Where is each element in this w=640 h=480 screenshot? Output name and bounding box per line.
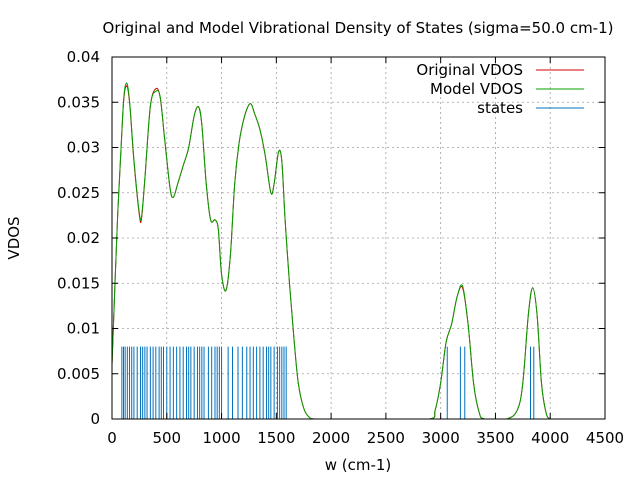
y-tick-label: 0 xyxy=(90,410,100,428)
x-tick-label: 4500 xyxy=(586,429,624,447)
x-tick-label: 0 xyxy=(107,429,117,447)
legend-label-original-vdos: Original VDOS xyxy=(416,61,523,79)
y-tick-label: 0.015 xyxy=(57,274,100,292)
y-tick-label: 0.035 xyxy=(57,93,100,111)
original-vdos-line xyxy=(111,85,605,420)
model-vdos-line xyxy=(111,82,605,420)
x-tick-label: 500 xyxy=(152,429,181,447)
x-tick-label: 4000 xyxy=(531,429,569,447)
y-tick-label: 0.025 xyxy=(57,184,100,202)
x-tick-label: 2500 xyxy=(367,429,405,447)
x-tick-label: 3500 xyxy=(476,429,514,447)
axis-ticks: 0 500 1000 1500 2000 2500 3000 3500 4000 4500 0 0.0… xyxy=(57,48,624,447)
chart-title: Original and Model Vibrational Density o… xyxy=(103,19,614,37)
legend-label-states: states xyxy=(477,99,523,117)
y-tick-label: 0.03 xyxy=(67,139,100,157)
x-tick-label: 3000 xyxy=(422,429,460,447)
x-tick-label: 1500 xyxy=(257,429,295,447)
states-impulses xyxy=(121,346,535,419)
series-layer xyxy=(111,82,605,420)
x-axis-label: w (cm-1) xyxy=(325,456,392,474)
y-axis-label: VDOS xyxy=(5,216,23,259)
legend-label-model-vdos: Model VDOS xyxy=(430,80,523,98)
y-tick-label: 0.02 xyxy=(67,229,100,247)
x-tick-label: 2000 xyxy=(312,429,350,447)
y-tick-label: 0.005 xyxy=(57,365,100,383)
grid-lines xyxy=(112,57,605,419)
x-tick-label: 1000 xyxy=(202,429,240,447)
y-tick-label: 0.04 xyxy=(67,48,100,66)
y-tick-label: 0.01 xyxy=(67,320,100,338)
